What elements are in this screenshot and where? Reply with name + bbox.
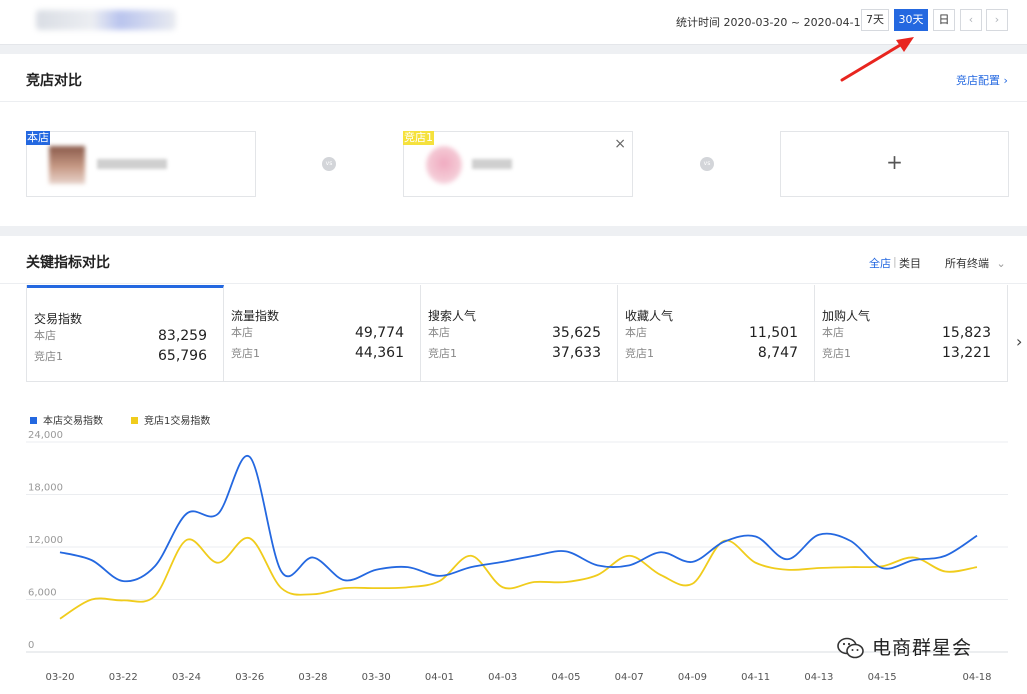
self-shop-box[interactable]: 本店 bbox=[26, 131, 256, 197]
metric-comp-value: 8,747 bbox=[757, 345, 798, 361]
metric-comp-value: 65,796 bbox=[158, 348, 207, 364]
x-tick-label: 04-11 bbox=[741, 672, 770, 683]
metric-tab-search-popularity[interactable]: 搜索人气 本店 35,625 竞店1 37,633 bbox=[421, 285, 618, 381]
metric-self-label: 本店 bbox=[625, 326, 647, 339]
metric-self-label: 本店 bbox=[822, 326, 844, 339]
vs-badge: vs bbox=[322, 157, 336, 171]
metric-self-value: 49,774 bbox=[355, 325, 404, 341]
blurred-shop-name bbox=[36, 10, 176, 30]
metrics-card: 关键指标对比 bbox=[0, 236, 1027, 694]
period-day-button[interactable]: 日 bbox=[933, 9, 955, 31]
metric-self-value: 35,625 bbox=[552, 325, 601, 341]
x-tick-label: 03-26 bbox=[235, 672, 264, 683]
metrics-row: 交易指数 本店 83,259 竞店1 65,796 流量指数 本店 49,774… bbox=[26, 285, 1008, 382]
self-shop-avatar bbox=[49, 146, 85, 184]
period-7d-button[interactable]: 7天 bbox=[861, 9, 889, 31]
chevron-left-icon: ‹ bbox=[968, 13, 974, 26]
metric-comp-value: 37,633 bbox=[552, 345, 601, 361]
metric-title: 流量指数 bbox=[231, 309, 280, 323]
x-tick-label: 04-09 bbox=[678, 672, 707, 683]
legend-swatch bbox=[30, 417, 37, 424]
x-tick-label: 04-18 bbox=[962, 672, 991, 683]
date-range-label: 统计时间 2020-03-20 ~ 2020-04-18 bbox=[676, 16, 868, 29]
metric-comp-value: 44,361 bbox=[355, 345, 404, 361]
period-30d-button[interactable]: 30天 bbox=[894, 9, 928, 31]
metric-self-value: 83,259 bbox=[158, 328, 207, 344]
y-tick-label: 0 bbox=[28, 640, 34, 651]
x-tick-label: 03-28 bbox=[298, 672, 327, 683]
top-bar: 统计时间 2020-03-20 ~ 2020-04-18 7天 30天 日 ‹ … bbox=[0, 0, 1027, 45]
scope-separator: | bbox=[893, 255, 897, 268]
x-tick-label: 04-15 bbox=[868, 672, 897, 683]
metric-title: 搜索人气 bbox=[428, 309, 477, 323]
watermark-text: 电商群星会 bbox=[872, 637, 973, 659]
competitor-shop-avatar bbox=[426, 146, 462, 184]
competitor-shop-box[interactable]: 竞店1 × bbox=[403, 131, 633, 197]
competitor-config-link[interactable]: 竞店配置 › bbox=[956, 74, 1008, 87]
close-icon[interactable]: × bbox=[614, 136, 626, 152]
legend-item-self[interactable]: 本店交易指数 bbox=[30, 412, 103, 427]
x-tick-label: 04-13 bbox=[804, 672, 833, 683]
x-tick-label: 03-20 bbox=[45, 672, 74, 683]
x-tick-label: 04-03 bbox=[488, 672, 517, 683]
metric-self-value: 15,823 bbox=[942, 325, 991, 341]
metrics-section-title: 关键指标对比 bbox=[26, 255, 110, 271]
legend-item-competitor[interactable]: 竞店1交易指数 bbox=[131, 412, 210, 427]
metric-comp-label: 竞店1 bbox=[34, 350, 63, 363]
metric-tab-favorite-popularity[interactable]: 收藏人气 本店 11,501 竞店1 8,747 bbox=[618, 285, 815, 381]
y-tick-label: 18,000 bbox=[28, 483, 63, 494]
y-tick-label: 24,000 bbox=[28, 430, 63, 441]
metric-comp-value: 13,221 bbox=[942, 345, 991, 361]
metric-self-label: 本店 bbox=[34, 329, 56, 342]
scope-tab-category[interactable]: 类目 bbox=[899, 257, 921, 270]
prev-period-button[interactable]: ‹ bbox=[960, 9, 982, 31]
legend-label: 本店交易指数 bbox=[43, 416, 103, 427]
series-line-competitor bbox=[59, 537, 978, 620]
competitor-shop-tag: 竞店1 bbox=[403, 131, 434, 145]
metric-title: 交易指数 bbox=[34, 312, 83, 326]
x-tick-label: 04-05 bbox=[551, 672, 580, 683]
metric-tab-addcart-popularity[interactable]: 加购人气 本店 15,823 竞店1 13,221 bbox=[815, 285, 1007, 381]
x-tick-label: 04-01 bbox=[425, 672, 454, 683]
add-competitor-box[interactable]: + bbox=[780, 131, 1009, 197]
terminal-select[interactable]: 所有终端 ⌄ bbox=[945, 255, 1006, 271]
metric-tab-trade-index[interactable]: 交易指数 本店 83,259 竞店1 65,796 bbox=[27, 285, 224, 381]
x-tick-label: 03-30 bbox=[362, 672, 391, 683]
metrics-next-icon[interactable]: › bbox=[1016, 332, 1023, 351]
metric-self-label: 本店 bbox=[231, 326, 253, 339]
wechat-icon bbox=[837, 637, 864, 659]
next-period-button[interactable]: › bbox=[986, 9, 1008, 31]
x-tick-label: 03-22 bbox=[109, 672, 138, 683]
y-tick-label: 6,000 bbox=[28, 588, 57, 599]
legend-label: 竞店1交易指数 bbox=[144, 416, 211, 427]
legend-swatch bbox=[131, 417, 138, 424]
chevron-down-icon: ⌄ bbox=[996, 257, 1006, 270]
competitor-shop-name-blurred bbox=[472, 159, 512, 169]
plus-icon: + bbox=[886, 150, 903, 174]
scope-tab-all-shop[interactable]: 全店 bbox=[869, 257, 891, 270]
self-shop-tag: 本店 bbox=[26, 131, 50, 145]
metric-self-label: 本店 bbox=[428, 326, 450, 339]
section-divider bbox=[0, 283, 1027, 284]
x-tick-label: 03-24 bbox=[172, 672, 201, 683]
metric-tab-traffic-index[interactable]: 流量指数 本店 49,774 竞店1 44,361 bbox=[224, 285, 421, 381]
metric-comp-label: 竞店1 bbox=[822, 347, 851, 360]
section-divider bbox=[0, 101, 1027, 102]
y-tick-label: 12,000 bbox=[28, 535, 63, 546]
vs-badge: vs bbox=[700, 157, 714, 171]
metric-self-value: 11,501 bbox=[749, 325, 798, 341]
trade-index-line-chart: 0 6,000 12,000 18,000 24,000 03-20 03-22 03-24… bbox=[26, 430, 1008, 683]
metric-comp-label: 竞店1 bbox=[231, 347, 260, 360]
series-line-self bbox=[59, 454, 978, 583]
metric-title: 收藏人气 bbox=[625, 309, 674, 323]
metric-comp-label: 竞店1 bbox=[428, 347, 457, 360]
metric-comp-label: 竞店1 bbox=[625, 347, 654, 360]
metric-title: 加购人气 bbox=[822, 309, 871, 323]
competitor-section-title: 竞店对比 bbox=[26, 73, 82, 89]
x-tick-label: 04-07 bbox=[615, 672, 644, 683]
terminal-select-value: 所有终端 bbox=[945, 257, 989, 270]
chevron-right-icon: › bbox=[994, 13, 1000, 26]
self-shop-name-blurred bbox=[97, 159, 167, 169]
